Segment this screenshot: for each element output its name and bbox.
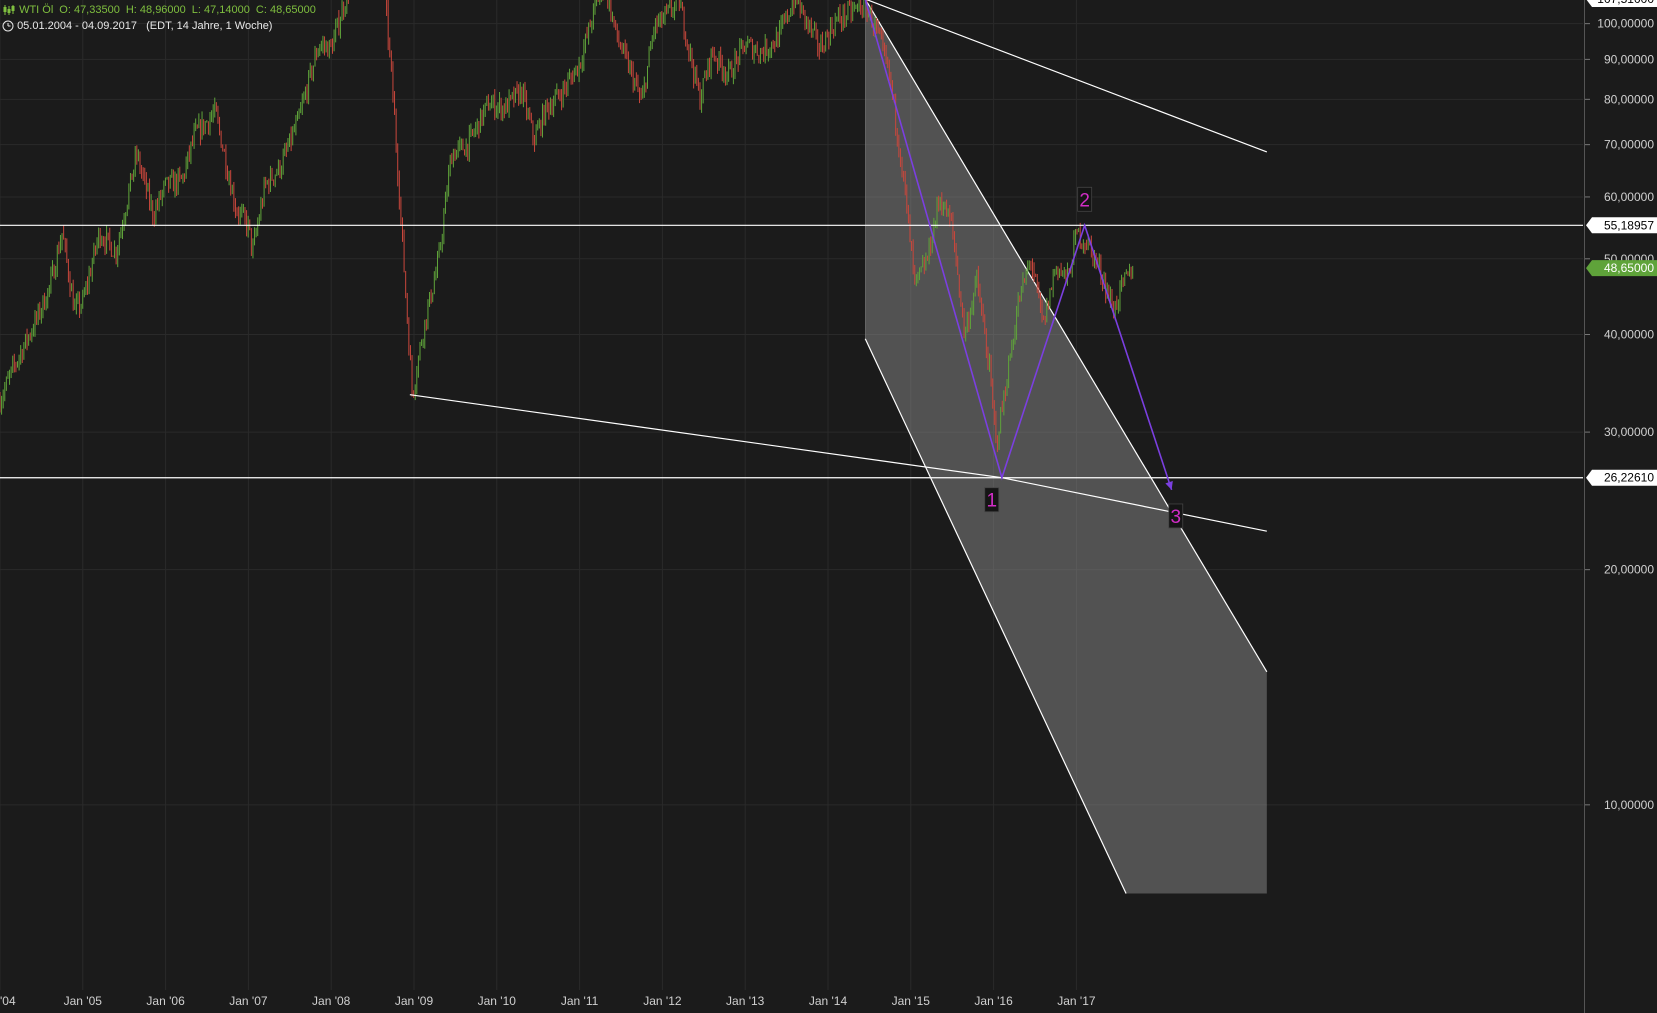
- close-value: C: 48,65000: [255, 4, 316, 16]
- instrument-name: WTI Öl: [19, 4, 54, 16]
- candlestick-icon: [3, 5, 15, 16]
- price-tick-label: 70,00000: [1604, 138, 1654, 152]
- time-tick-label: Jan '08: [312, 994, 351, 1008]
- channel-lower-line: [864, 338, 1127, 894]
- wave-label-3: 3: [1170, 507, 1181, 528]
- time-tick-label: Jan '05: [64, 994, 103, 1008]
- time-tick-label: Jan '17: [1057, 994, 1096, 1008]
- range-header: 05.01.2004 - 04.09.2017 (EDT, 14 Jahre, …: [2, 19, 272, 33]
- last-price-label: 48,65000: [1604, 261, 1654, 275]
- price-tick-label: 60,00000: [1604, 190, 1654, 204]
- time-tick-label: Jan '06: [146, 994, 185, 1008]
- timeframe: (EDT, 14 Jahre, 1 Woche): [146, 20, 273, 32]
- low-value: L: 47,14000: [191, 4, 250, 16]
- price-tick-label: 80,00000: [1604, 92, 1654, 106]
- wave-label-1: 1: [986, 491, 997, 512]
- ohlc-header: WTI Öl O: 47,33500 H: 48,96000 L: 47,14000 C…: [2, 3, 316, 17]
- time-tick-label: Jan '12: [643, 994, 682, 1008]
- price-tick-label: 30,00000: [1604, 425, 1654, 439]
- level-price-tag[interactable]: [1586, 0, 1657, 8]
- price-tick-label: 40,00000: [1604, 328, 1654, 342]
- last-price-tag[interactable]: [1586, 260, 1657, 277]
- time-tick-label: Jan '07: [229, 994, 268, 1008]
- time-tick-label: Jan '13: [726, 994, 765, 1008]
- wave-arrowhead[interactable]: [1165, 480, 1173, 490]
- price-tick-label: 20,00000: [1604, 563, 1654, 577]
- level-price-label: 26,22610: [1604, 471, 1654, 485]
- channel-fill: [865, 0, 1267, 894]
- time-tick-label: Jan '15: [892, 994, 931, 1008]
- time-tick-label: Jan '09: [395, 994, 434, 1008]
- time-axis[interactable]: '04 Jan '05 Jan '06 Jan '07 Jan '08 Jan '09 Ja…: [0, 994, 1096, 1008]
- wave-path[interactable]: [864, 0, 1173, 491]
- candlesticks: [0, 0, 1134, 452]
- price-tick-label: 90,00000: [1604, 52, 1654, 66]
- wave-label-box: [1168, 503, 1184, 529]
- high-value: H: 48,96000: [125, 4, 186, 16]
- level-price-label: 55,18957: [1604, 218, 1654, 232]
- price-axis[interactable]: 10,0000020,0000030,0000040,0000050,00000…: [1584, 0, 1657, 1013]
- regression-channel: [864, 0, 1268, 894]
- wave-label-box: [984, 487, 1000, 513]
- level-price-label: 107,51000: [1597, 0, 1654, 6]
- level-price-tag[interactable]: [1586, 469, 1657, 486]
- price-axis-background: [1585, 0, 1657, 1013]
- time-tick-label: Jan '10: [478, 994, 517, 1008]
- level-price-tag[interactable]: [1586, 217, 1657, 234]
- wave-label-2: 2: [1079, 190, 1090, 211]
- clock-icon: [2, 20, 14, 32]
- time-tick-label: Jan '16: [974, 994, 1013, 1008]
- channel-upper-line: [865, 0, 1268, 673]
- elliott-waves[interactable]: 1 2 3: [864, 0, 1184, 529]
- horizontal-levels[interactable]: [0, 0, 1583, 479]
- price-tick-label: 10,00000: [1604, 798, 1654, 812]
- time-tick-label: '04: [0, 994, 16, 1008]
- time-tick-label: Jan '14: [809, 994, 848, 1008]
- wave-label-box: [1077, 186, 1093, 212]
- price-tick-label: 100,00000: [1597, 17, 1654, 31]
- date-range: 05.01.2004 - 04.09.2017: [17, 20, 137, 32]
- time-tick-label: Jan '11: [561, 994, 599, 1008]
- open-value: O: 47,33500: [59, 4, 120, 16]
- resistance-trendline[interactable]: [373, 0, 1268, 153]
